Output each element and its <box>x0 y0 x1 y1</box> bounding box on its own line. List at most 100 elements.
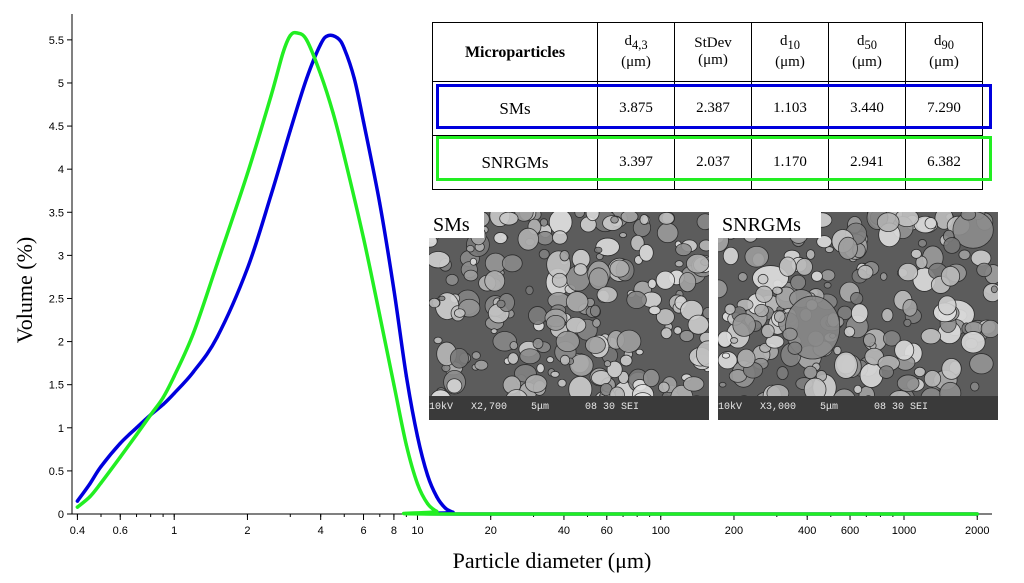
particle-shape <box>536 231 554 246</box>
data-point-snrgms <box>288 33 292 38</box>
particle-shape <box>559 354 571 366</box>
data-point-snrgms <box>331 111 335 115</box>
particle-shape <box>620 212 639 223</box>
data-point-sms <box>134 426 139 430</box>
particle-shape <box>619 354 633 367</box>
particle-shape <box>902 299 918 317</box>
particle-shape <box>820 269 836 282</box>
x-tick-label: 2 <box>244 525 250 537</box>
data-point-snrgms <box>99 481 103 485</box>
data-point-snrgms <box>118 455 122 459</box>
particle-shape <box>879 272 888 281</box>
particle-shape <box>514 212 534 222</box>
particle-shape <box>755 285 774 303</box>
particle-shape <box>545 314 566 331</box>
particle-shape <box>507 352 519 365</box>
particle-shape <box>446 378 463 394</box>
particle-shape <box>876 212 900 233</box>
cell-d90: 6.382 <box>905 135 983 190</box>
header-d43: d4,3 (μm) <box>597 22 675 82</box>
data-point-sms <box>415 434 420 439</box>
particle-shape <box>678 272 697 293</box>
x-tick-label: 20 <box>485 525 497 537</box>
data-point-snrgms <box>304 38 309 42</box>
particle-shape <box>509 341 519 351</box>
particle-shape <box>484 270 506 292</box>
data-point-sms <box>304 77 309 81</box>
particle-shape <box>721 352 730 359</box>
particle-shape <box>630 234 645 252</box>
image-caption: SMs <box>429 212 484 238</box>
x-tick-label: 60 <box>601 525 613 537</box>
particle-shape <box>805 249 816 260</box>
y-tick-label: 3.5 <box>49 207 64 219</box>
particle-shape <box>838 236 858 260</box>
header-d10: d10 (μm) <box>751 22 829 82</box>
particle-shape <box>660 327 673 340</box>
header-d90: d90 (μm) <box>905 22 983 82</box>
y-tick-label: 0.5 <box>49 466 64 478</box>
particle-shape <box>843 326 856 338</box>
particle-shape <box>724 303 736 315</box>
data-point-sms <box>392 288 396 292</box>
particle-shape <box>525 285 534 296</box>
particle-shape <box>718 381 727 388</box>
particle-shape <box>696 213 709 231</box>
data-point-sms <box>361 120 366 124</box>
particle-shape <box>616 329 642 353</box>
x-tick-label: 0.4 <box>70 525 85 537</box>
particle-shape <box>722 246 739 266</box>
data-point-sms <box>443 506 447 510</box>
particle-shape <box>915 255 928 269</box>
particle-shape <box>573 263 588 276</box>
particle-shape <box>863 333 876 348</box>
x-tick-label: 1 <box>171 525 177 537</box>
particle-shape <box>635 348 644 356</box>
particle-shape <box>718 330 733 348</box>
particle-shape <box>683 376 705 392</box>
data-point-snrgms <box>281 51 285 55</box>
x-tick-label: 4 <box>318 525 324 537</box>
cell-d90: 7.290 <box>905 81 983 136</box>
x-tick-label: 0.6 <box>113 525 128 537</box>
data-point-snrgms <box>191 331 196 335</box>
particle-shape <box>626 290 647 309</box>
particle-shape <box>823 281 832 289</box>
micrograph-picture <box>429 212 709 420</box>
particle-shape <box>772 286 783 295</box>
particle-shape <box>658 381 670 394</box>
particle-shape <box>803 365 818 380</box>
particle-shape <box>970 381 980 392</box>
particle-shape <box>656 308 675 326</box>
size-distribution-table: Microparticles d4,3 (μm) StDev (μm) d10 (μm… <box>432 22 983 190</box>
particle-shape <box>546 356 555 364</box>
x-tick-label: 1000 <box>892 525 916 537</box>
x-tick-label: 600 <box>841 525 859 537</box>
y-tick-label: 2 <box>58 337 64 349</box>
particle-shape <box>499 212 519 226</box>
data-point-sms <box>75 499 80 503</box>
particle-shape <box>528 306 548 325</box>
particle-shape <box>834 351 858 379</box>
particle-shape <box>952 212 994 249</box>
data-point-sms <box>118 441 122 445</box>
cell-stdev: 2.037 <box>674 135 752 190</box>
x-tick-label: 400 <box>798 525 816 537</box>
y-axis-title: Volume (%) <box>12 237 37 344</box>
data-point-snrgms <box>425 502 430 506</box>
particle-shape <box>761 323 775 339</box>
micrograph-picture <box>718 212 998 420</box>
particle-shape <box>538 248 550 260</box>
particle-shape <box>790 274 806 291</box>
data-point-snrgms <box>361 236 366 240</box>
particle-shape <box>896 374 920 392</box>
sem-info-bar: 10kV X2,700 5μm 08 30 SEI <box>429 396 709 420</box>
particle-shape <box>882 330 901 347</box>
particle-shape <box>787 341 803 355</box>
particle-shape <box>833 345 842 356</box>
particle-shape <box>782 327 798 341</box>
particle-shape <box>592 318 601 328</box>
data-point-sms <box>88 482 92 486</box>
data-point-snrgms <box>215 262 219 266</box>
